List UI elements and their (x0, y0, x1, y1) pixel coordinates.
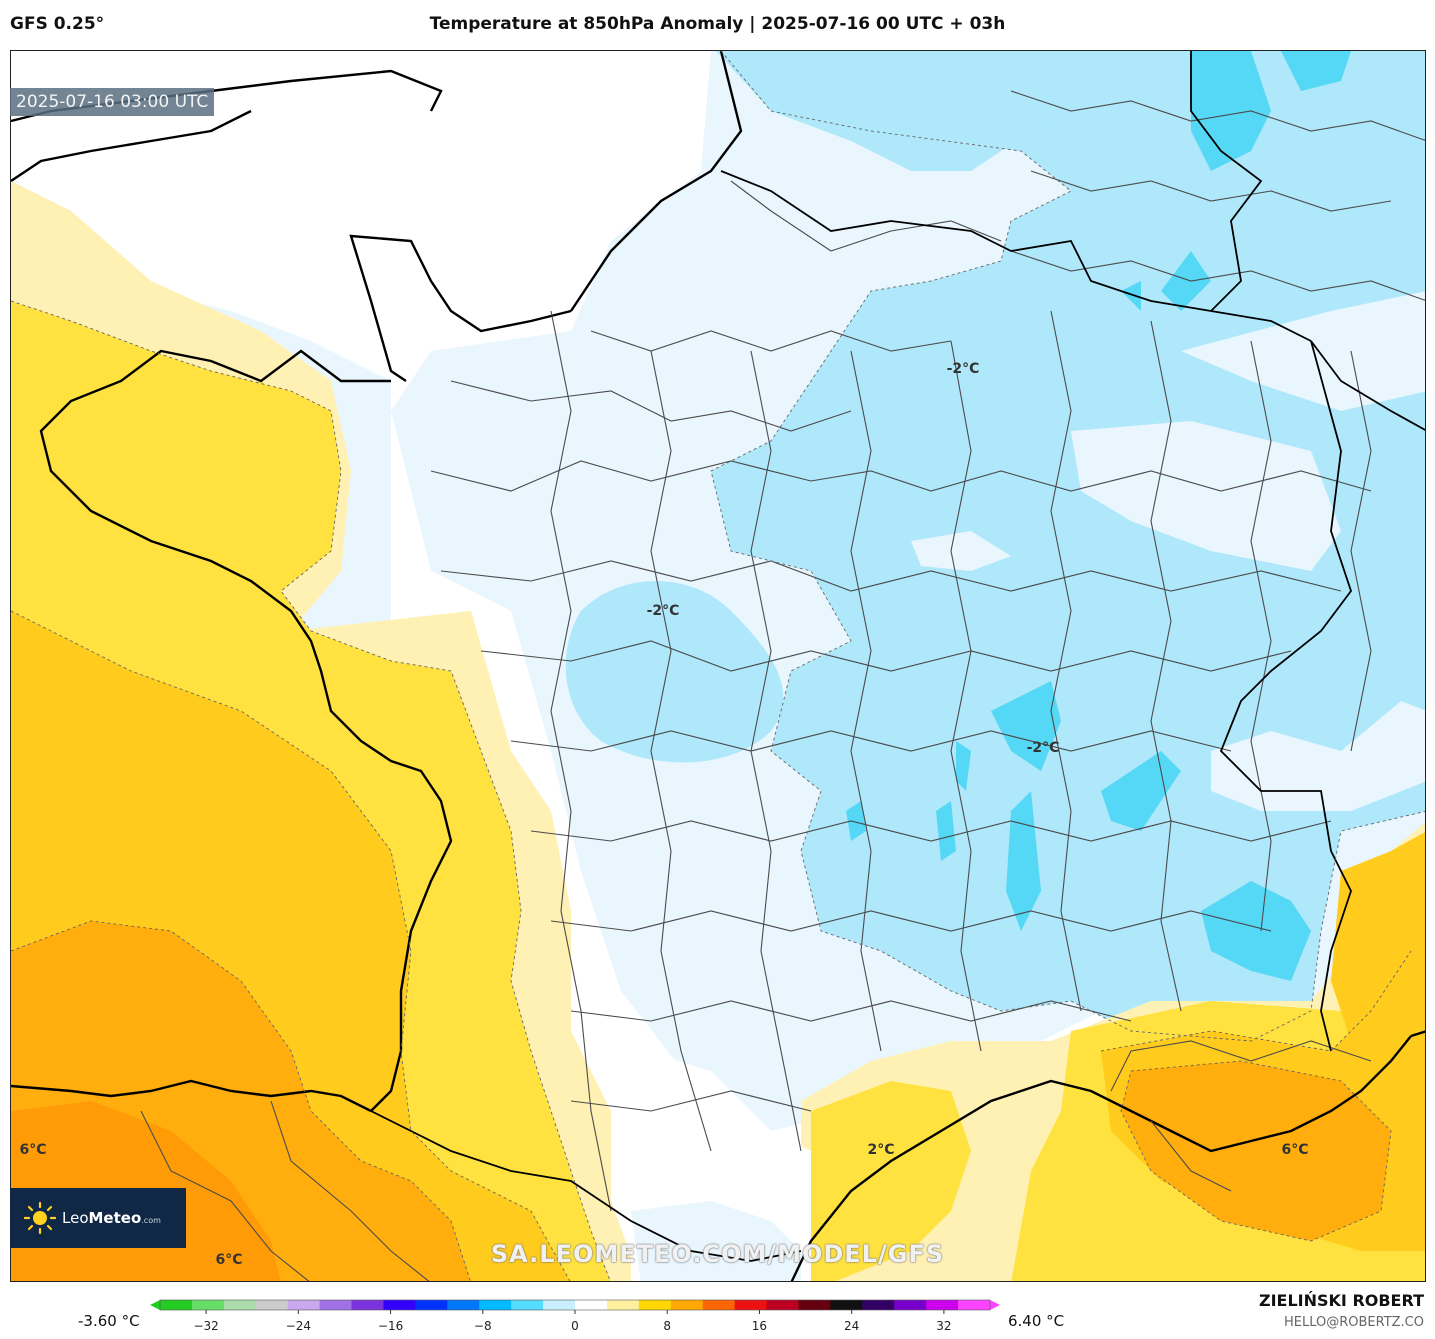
colorbar-swatch (862, 1300, 895, 1310)
colorbar-swatch (734, 1300, 768, 1310)
colorbar-swatch (575, 1300, 608, 1310)
cold-strong-9 (936, 801, 956, 861)
warm-mid-se (811, 1081, 971, 1281)
anomaly-map[interactable]: -2°C -2°C -2°C 2°C 6°C 6°C 6°C (10, 50, 1426, 1282)
admin-boundaries (140, 90, 1425, 1281)
light-patch-ne (1181, 291, 1425, 411)
coastlines (11, 51, 1425, 1281)
cold-strong-10 (956, 741, 971, 791)
colorbar-swatch (479, 1300, 512, 1310)
chart-title: Temperature at 850hPa Anomaly | 2025-07-… (429, 14, 1006, 34)
colorbar-swatch (638, 1300, 672, 1310)
colorbar-swatch (798, 1300, 831, 1310)
contour-label: 6°C (215, 1252, 243, 1268)
valid-time-badge: 2025-07-16 03:00 UTC (10, 88, 215, 116)
source-watermark: SA.LEOMETEO.COM/MODEL/GFS (490, 1240, 945, 1268)
colorbar-swatch (958, 1300, 991, 1310)
colorbar-swatch (511, 1300, 544, 1310)
contour-lines (11, 51, 1425, 1281)
colorbar-swatch (606, 1300, 640, 1310)
colorbar-swatch (415, 1300, 448, 1310)
colorbar-swatch (191, 1300, 225, 1310)
contour-label: -2°C (1026, 740, 1060, 756)
colorbar-tick-label: 8 (663, 1319, 671, 1333)
warm-strong-alps-edge (1331, 832, 1425, 1041)
model-name: GFS 0.25° (10, 14, 105, 34)
cold-strong-2 (1281, 51, 1351, 91)
colorbar-tick-label: 16 (752, 1319, 767, 1333)
cold-strong-11 (846, 801, 866, 841)
colorbar-swatch (894, 1300, 927, 1310)
colorbar-max-label: 6.40 °C (1008, 1312, 1065, 1330)
colorbar-tick-label: −32 (193, 1319, 218, 1333)
colorbar-arrow-left (150, 1300, 160, 1310)
colorbar-swatch (383, 1300, 416, 1310)
contour-label: 6°C (1281, 1142, 1309, 1158)
colorbar-swatch (702, 1300, 736, 1310)
national-borders (370, 51, 1425, 1262)
colorbar-tick-label: 0 (571, 1319, 579, 1333)
colorbar-swatch (670, 1300, 704, 1310)
cold-light-pyrenees (631, 1201, 801, 1281)
cold-strong-7 (1201, 881, 1311, 981)
leometeo-logo[interactable]: LeoMeteo.com (10, 1188, 186, 1248)
colorbar-swatch (319, 1300, 353, 1310)
colorbar-arrow-right (990, 1300, 1000, 1310)
colorbar-swatch (255, 1300, 289, 1310)
contour-label: 6°C (19, 1142, 47, 1158)
cold-anomaly-west-lobe (565, 581, 784, 763)
colorbar-swatch (447, 1300, 480, 1310)
colorbar-tick-label: −16 (378, 1319, 403, 1333)
sun-icon (24, 1202, 56, 1234)
colorbar-tick-label: −24 (286, 1319, 311, 1333)
colorbar-swatch (287, 1300, 321, 1310)
contour-label: -2°C (946, 361, 980, 377)
cold-anomaly-channel (716, 51, 1141, 171)
logo-wordmark: LeoMeteo.com (62, 1209, 161, 1227)
colorbar-swatch (926, 1300, 959, 1310)
contour-label: -2°C (646, 603, 680, 619)
cold-strong-1 (1191, 51, 1271, 171)
cold-strong-6 (991, 681, 1061, 771)
colorbar: −32 −24 −16 −8 0 8 16 24 32 (150, 1299, 1000, 1333)
light-patch-alps (1211, 701, 1425, 811)
colorbar-swatch (766, 1300, 799, 1310)
neutral-area-2 (11, 51, 391, 381)
colorbar-swatch (160, 1300, 193, 1310)
colorbar-tick-label: −8 (474, 1319, 492, 1333)
colorbar-tick-label: 24 (844, 1319, 859, 1333)
colorbar-swatch (223, 1300, 257, 1310)
light-patch-east (1071, 421, 1341, 571)
colorbar-swatch (830, 1300, 863, 1310)
contour-label: 2°C (867, 1142, 895, 1158)
colorbar-tick-label: 32 (936, 1319, 951, 1333)
light-patch-center (911, 531, 1011, 571)
warm-orange-se (1121, 1061, 1391, 1241)
colorbar-swatch (351, 1300, 384, 1310)
cold-strong-3 (1161, 251, 1211, 311)
cold-strong-4 (1121, 281, 1141, 311)
colorbar-swatch (543, 1300, 576, 1310)
map-canvas (11, 51, 1425, 1281)
author-name: ZIELIŃSKI ROBERT (1258, 1291, 1424, 1310)
author-email[interactable]: HELLO@ROBERTZ.CO (1283, 1315, 1424, 1330)
colorbar-min-label: -3.60 °C (78, 1312, 140, 1330)
warm-light-brittany (161, 381, 301, 511)
